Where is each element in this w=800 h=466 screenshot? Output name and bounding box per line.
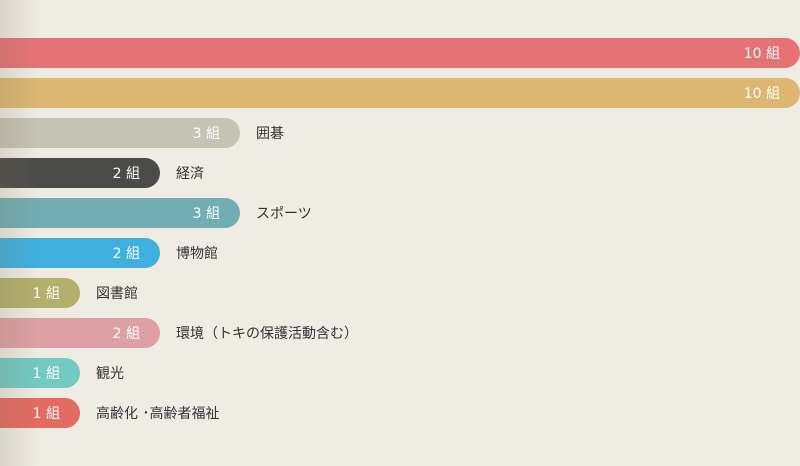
category-label: 博物館 bbox=[176, 245, 218, 262]
bar bbox=[0, 398, 80, 428]
bar-value-label: 10 組 bbox=[744, 86, 780, 102]
bar-value-label: 2 組 bbox=[113, 166, 140, 182]
bar bbox=[0, 318, 160, 348]
bar-row: 1 組 観光 bbox=[0, 358, 124, 388]
bar bbox=[0, 198, 240, 228]
bar-row: 2 組 博物館 bbox=[0, 238, 218, 268]
category-label: 観光 bbox=[96, 365, 124, 382]
bar bbox=[0, 78, 800, 108]
bar-value-label: 1 組 bbox=[33, 286, 60, 302]
bar-row: 2 組 環境（トキの保護活動含む） bbox=[0, 318, 358, 348]
category-label: 図書館 bbox=[96, 285, 138, 302]
bar-row: 1 組 図書館 bbox=[0, 278, 138, 308]
bar-value-label: 3 組 bbox=[193, 126, 220, 142]
bar-value-label: 1 組 bbox=[33, 406, 60, 422]
bar bbox=[0, 358, 80, 388]
bar bbox=[0, 118, 240, 148]
bar-value-label: 1 組 bbox=[33, 366, 60, 382]
bar-row: 1 組 高齢化 ･高齢者福祉 bbox=[0, 398, 219, 428]
bar-value-label: 2 組 bbox=[113, 326, 140, 342]
category-label: 高齢化 ･高齢者福祉 bbox=[96, 405, 219, 422]
bar-row: 10 組青少年交流 bbox=[0, 38, 800, 68]
bar bbox=[0, 278, 80, 308]
bar bbox=[0, 38, 800, 68]
bar bbox=[0, 238, 160, 268]
category-label: 環境（トキの保護活動含む） bbox=[176, 326, 358, 342]
bar-value-label: 3 組 bbox=[193, 206, 220, 222]
bar-row: 3 組 囲碁 bbox=[0, 118, 284, 148]
category-label: 経済 bbox=[176, 166, 204, 182]
category-label: スポーツ bbox=[256, 206, 312, 222]
bar bbox=[0, 158, 160, 188]
bar-value-label: 10 組 bbox=[744, 46, 780, 62]
bar-row: 10 組文化交流 bbox=[0, 78, 800, 108]
category-label: 囲碁 bbox=[256, 126, 284, 142]
bar-row: 2 組 経済 bbox=[0, 158, 204, 188]
bar-row: 3 組 スポーツ bbox=[0, 198, 312, 228]
bar-value-label: 2 組 bbox=[113, 246, 140, 262]
